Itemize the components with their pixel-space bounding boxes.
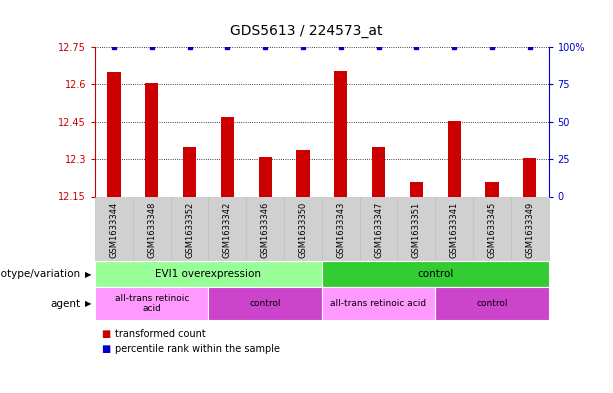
Text: GSM1633348: GSM1633348 bbox=[147, 202, 156, 258]
Text: percentile rank within the sample: percentile rank within the sample bbox=[115, 344, 280, 354]
Text: ■: ■ bbox=[101, 329, 110, 339]
Text: transformed count: transformed count bbox=[115, 329, 205, 339]
Text: GDS5613 / 224573_at: GDS5613 / 224573_at bbox=[230, 24, 383, 38]
Bar bbox=[523, 158, 536, 196]
Bar bbox=[296, 151, 310, 196]
Text: GSM1633344: GSM1633344 bbox=[109, 202, 118, 258]
Text: GSM1633346: GSM1633346 bbox=[261, 202, 270, 258]
Text: GSM1633341: GSM1633341 bbox=[449, 202, 459, 258]
Text: genotype/variation: genotype/variation bbox=[0, 269, 81, 279]
Text: control: control bbox=[249, 299, 281, 308]
Text: GSM1633349: GSM1633349 bbox=[525, 202, 535, 258]
Text: GSM1633352: GSM1633352 bbox=[185, 202, 194, 258]
Text: ▶: ▶ bbox=[85, 270, 91, 279]
Text: GSM1633343: GSM1633343 bbox=[336, 202, 345, 258]
Text: control: control bbox=[476, 299, 508, 308]
Text: GSM1633345: GSM1633345 bbox=[487, 202, 497, 258]
Text: all-trans retinoic
acid: all-trans retinoic acid bbox=[115, 294, 189, 313]
Bar bbox=[334, 71, 348, 196]
Text: control: control bbox=[417, 269, 454, 279]
Text: GSM1633351: GSM1633351 bbox=[412, 202, 421, 258]
Bar bbox=[485, 182, 498, 196]
Bar bbox=[447, 121, 461, 196]
Text: EVI1 overexpression: EVI1 overexpression bbox=[156, 269, 261, 279]
Bar bbox=[409, 182, 423, 196]
Bar bbox=[107, 72, 121, 196]
Text: GSM1633350: GSM1633350 bbox=[299, 202, 308, 258]
Text: GSM1633347: GSM1633347 bbox=[374, 202, 383, 258]
Text: ▶: ▶ bbox=[85, 299, 91, 308]
Text: all-trans retinoic acid: all-trans retinoic acid bbox=[330, 299, 427, 308]
Text: ■: ■ bbox=[101, 344, 110, 354]
Bar bbox=[145, 83, 158, 196]
Bar bbox=[372, 147, 385, 196]
Bar bbox=[221, 117, 234, 196]
Bar bbox=[183, 147, 196, 196]
Text: agent: agent bbox=[51, 299, 81, 309]
Text: GSM1633342: GSM1633342 bbox=[223, 202, 232, 258]
Bar bbox=[259, 157, 272, 196]
